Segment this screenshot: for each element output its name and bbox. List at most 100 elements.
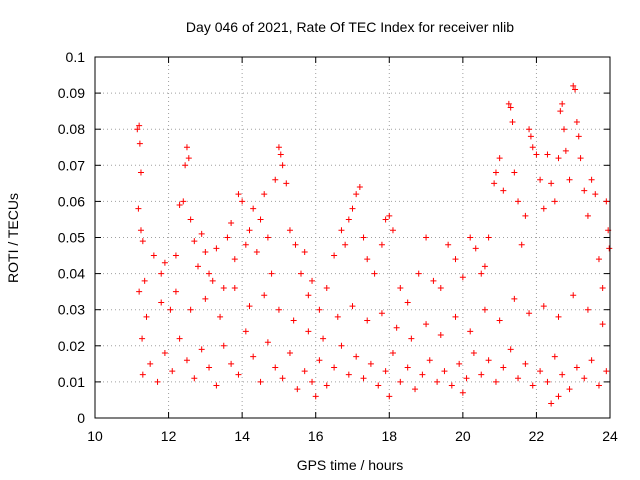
data-point <box>290 317 297 324</box>
data-point <box>573 118 580 125</box>
data-point <box>135 205 142 212</box>
data-point <box>220 285 227 292</box>
data-point <box>176 202 183 209</box>
data-point <box>272 364 279 371</box>
data-point <box>559 371 566 378</box>
data-point <box>481 306 488 313</box>
data-point <box>584 306 591 313</box>
data-point <box>481 263 488 270</box>
data-point <box>526 310 533 317</box>
data-point <box>408 335 415 342</box>
data-point <box>500 364 507 371</box>
data-point <box>279 375 286 382</box>
axis-ticks <box>94 56 611 419</box>
x-tick-label: 24 <box>602 428 618 444</box>
y-tick-labels: 0 0.01 0.02 0.03 0.04 0.05 0.06 0.07 0.08 0.09 0.1 <box>58 49 85 426</box>
data-point <box>581 375 588 382</box>
data-point <box>378 241 385 248</box>
x-tick-label: 20 <box>455 428 471 444</box>
data-point <box>386 393 393 400</box>
data-point <box>386 212 393 219</box>
data-point <box>320 335 327 342</box>
data-point <box>364 317 371 324</box>
plot-frame <box>94 56 611 419</box>
data-point <box>158 299 165 306</box>
data-point <box>378 310 385 317</box>
data-point <box>459 389 466 396</box>
data-point <box>202 295 209 302</box>
data-point <box>345 371 352 378</box>
data-point <box>136 288 143 295</box>
y-tick-label: 0.09 <box>58 85 85 101</box>
data-point <box>515 375 522 382</box>
data-point <box>323 382 330 389</box>
data-point <box>467 328 474 335</box>
data-point <box>515 198 522 205</box>
data-point <box>540 303 547 310</box>
data-point <box>301 368 308 375</box>
data-point <box>570 82 577 89</box>
data-point <box>570 292 577 299</box>
data-point <box>412 386 419 393</box>
x-tick-label: 22 <box>529 428 545 444</box>
data-point <box>540 205 547 212</box>
data-point <box>301 248 308 255</box>
data-point <box>485 357 492 364</box>
data-point <box>423 234 430 241</box>
data-point <box>353 191 360 198</box>
data-point <box>277 151 284 158</box>
data-point <box>206 270 213 277</box>
data-point <box>331 252 338 259</box>
data-point <box>441 368 448 375</box>
data-point <box>316 357 323 364</box>
data-point <box>349 205 356 212</box>
data-point <box>397 378 404 385</box>
data-point <box>275 144 282 151</box>
data-point <box>606 245 613 252</box>
data-point <box>345 216 352 223</box>
data-point <box>272 176 279 183</box>
data-point <box>533 151 540 158</box>
data-point <box>426 357 433 364</box>
data-point <box>588 357 595 364</box>
data-point <box>518 241 525 248</box>
data-point <box>537 368 544 375</box>
data-point <box>264 339 271 346</box>
data-point <box>470 350 477 357</box>
data-point <box>575 133 582 140</box>
data-point <box>544 151 551 158</box>
x-tick-label: 10 <box>87 428 103 444</box>
data-point <box>312 393 319 400</box>
data-point <box>172 288 179 295</box>
data-point <box>224 234 231 241</box>
data-point <box>206 364 213 371</box>
data-point <box>294 386 301 393</box>
data-point <box>430 277 437 284</box>
data-point <box>463 375 470 382</box>
data-point <box>338 227 345 234</box>
data-point <box>338 342 345 349</box>
data-point <box>158 270 165 277</box>
data-point <box>349 303 356 310</box>
data-point <box>389 350 396 357</box>
data-point <box>404 364 411 371</box>
data-point <box>353 353 360 360</box>
data-point <box>139 371 146 378</box>
data-point <box>209 277 216 284</box>
data-point <box>187 306 194 313</box>
data-point <box>588 176 595 183</box>
data-point <box>437 331 444 338</box>
data-point <box>573 364 580 371</box>
data-point <box>537 176 544 183</box>
data-point <box>305 292 312 299</box>
data-point <box>526 126 533 133</box>
y-tick-label: 0.04 <box>58 266 85 282</box>
y-axis-label: ROTI / TECUs <box>5 193 21 283</box>
data-points <box>134 82 613 407</box>
data-point <box>331 364 338 371</box>
data-point <box>286 350 293 357</box>
data-point <box>452 256 459 263</box>
data-point <box>242 241 249 248</box>
data-point <box>220 342 227 349</box>
